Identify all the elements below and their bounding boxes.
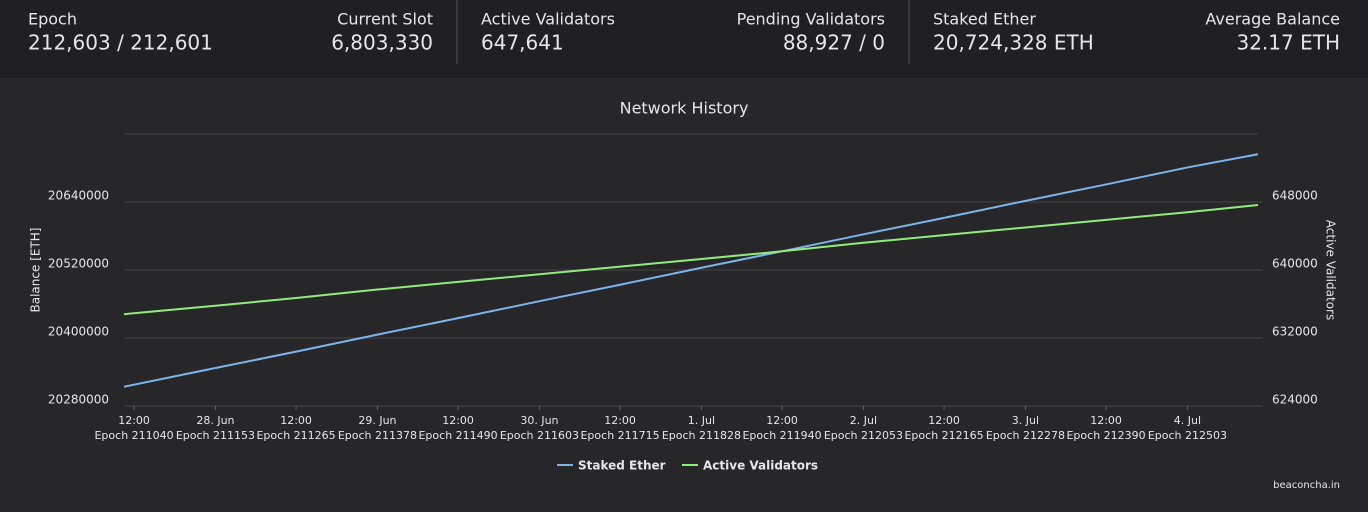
y2-tick-label: 624000	[1272, 393, 1318, 407]
x-tick-label: 12:00	[604, 414, 636, 427]
y-axis-title: Balance [ETH]	[29, 228, 43, 313]
x-tick-epoch: Epoch 211265	[256, 429, 335, 442]
stat-value: 647,641	[481, 31, 564, 55]
x-tick-epoch: Epoch 211940	[742, 429, 821, 442]
y-tick-label: 20280000	[48, 393, 109, 407]
x-tick-epoch: Epoch 211715	[580, 429, 659, 442]
stat-label: Epoch	[28, 10, 77, 29]
x-tick-epoch: Epoch 211828	[662, 429, 741, 442]
x-tick-label: 3. Jul	[1012, 414, 1039, 427]
y2-axis-title: Active Validators	[1324, 220, 1338, 320]
legend-label: Active Validators	[703, 459, 818, 473]
stat-value: 32.17 ETH	[1236, 31, 1340, 55]
y-tick-label: 20520000	[48, 257, 109, 271]
x-tick-label: 1. Jul	[688, 414, 715, 427]
x-tick-epoch: Epoch 211153	[176, 429, 255, 442]
x-tick-epoch: Epoch 211603	[500, 429, 579, 442]
y-tick-label: 20400000	[48, 325, 109, 339]
x-tick-epoch: Epoch 212503	[1148, 429, 1227, 442]
stat-label: Staked Ether	[933, 10, 1036, 29]
series-line	[123, 153, 1259, 388]
series-line	[123, 204, 1259, 316]
y2-tick-label: 632000	[1272, 325, 1318, 339]
x-tick-epoch: Epoch 211378	[338, 429, 417, 442]
stat-label: Current Slot	[337, 10, 433, 29]
x-tick-epoch: Epoch 211040	[94, 429, 173, 442]
stat-label: Pending Validators	[737, 10, 885, 29]
legend-label: Staked Ether	[578, 459, 666, 473]
stat-label: Average Balance	[1205, 10, 1340, 29]
x-tick-label: 12:00	[280, 414, 312, 427]
x-tick-label: 12:00	[442, 414, 474, 427]
stat-label: Active Validators	[481, 10, 615, 29]
x-tick-epoch: Epoch 212278	[986, 429, 1065, 442]
x-tick-epoch: Epoch 212165	[904, 429, 983, 442]
x-tick-epoch: Epoch 211490	[418, 429, 497, 442]
stat-value: 212,603 / 212,601	[28, 31, 213, 55]
x-tick-label: 2. Jul	[850, 414, 877, 427]
stat-value: 88,927 / 0	[783, 31, 885, 55]
chart-title: Network History	[620, 99, 749, 118]
stat-value: 6,803,330	[331, 31, 433, 55]
stat-value: 20,724,328 ETH	[933, 31, 1094, 55]
x-tick-label: 30. Jun	[520, 414, 558, 427]
x-tick-epoch: Epoch 212390	[1066, 429, 1145, 442]
x-tick-label: 4. Jul	[1174, 414, 1201, 427]
x-tick-label: 28. Jun	[196, 414, 234, 427]
y2-tick-label: 640000	[1272, 257, 1318, 271]
x-tick-epoch: Epoch 212053	[824, 429, 903, 442]
y-tick-label: 20640000	[48, 189, 109, 203]
x-tick-label: 12:00	[1090, 414, 1122, 427]
x-tick-label: 29. Jun	[358, 414, 396, 427]
stats-bar	[0, 0, 1368, 78]
x-tick-label: 12:00	[766, 414, 798, 427]
x-tick-label: 12:00	[118, 414, 150, 427]
y2-tick-label: 648000	[1272, 189, 1318, 203]
x-tick-label: 12:00	[928, 414, 960, 427]
footer: beaconcha.in	[1273, 480, 1340, 491]
